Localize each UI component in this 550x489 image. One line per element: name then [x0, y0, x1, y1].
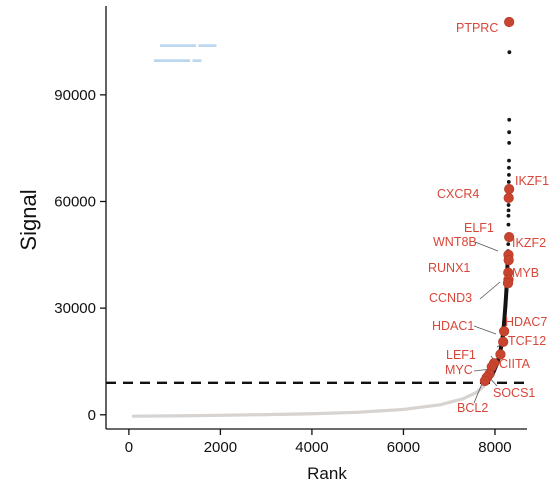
curve-segment-low [438, 397, 465, 407]
gene-label: SOCS1 [493, 386, 535, 400]
y-tick-label: 30000 [54, 300, 96, 317]
outlier-point [507, 50, 512, 55]
x-tick-label: 4000 [295, 439, 328, 456]
leader-line [479, 281, 501, 300]
y-tick-label: 60000 [54, 194, 96, 211]
gene-label: WNT8B [433, 235, 477, 249]
outlier-point [506, 203, 511, 207]
x-tick-label: 0 [125, 439, 133, 456]
gene-point [495, 349, 506, 360]
gene-label: CIITA [499, 357, 531, 371]
curve-segment-high [503, 288, 509, 307]
gene-label: RUNX1 [428, 261, 470, 275]
gene-label: IKZF2 [512, 236, 546, 250]
gene-label: HDAC1 [432, 319, 474, 333]
signal-curve [131, 249, 511, 418]
gene-point [503, 255, 514, 266]
y-tick-label: 0 [88, 407, 96, 424]
outlier-point [506, 180, 511, 184]
curve-segment-low [461, 390, 479, 401]
x-tick-label: 2000 [204, 439, 237, 456]
outlier-point [507, 130, 512, 135]
gene-label: TCF12 [508, 334, 546, 348]
gene-label: PTPRC [456, 21, 498, 35]
gene-label: CXCR4 [437, 187, 479, 201]
gene-label: MYB [512, 266, 539, 280]
outlier-point [507, 117, 512, 122]
gene-point [499, 326, 510, 337]
gene-point [504, 16, 515, 28]
y-axis-title: Signal [16, 189, 41, 250]
curve-segment-low [310, 410, 360, 416]
outlier-point [506, 242, 511, 247]
outlier-point [507, 140, 512, 145]
curve-segment-low [264, 412, 314, 417]
ghost-text: ▬▬▬▬ ▬ [154, 54, 202, 64]
gene-label: HDAC7 [505, 315, 547, 329]
x-tick-label: 6000 [387, 439, 420, 456]
gene-label: MYC [445, 363, 473, 377]
leader-line [473, 325, 497, 335]
outlier-point [507, 165, 511, 170]
x-axis-title: Rank [307, 464, 347, 483]
y-tick-label: 90000 [54, 87, 96, 104]
gene-label: CCND3 [429, 291, 472, 305]
gene-label: ELF1 [464, 221, 494, 235]
gene-label: IKZF1 [515, 174, 549, 188]
gene-point [479, 375, 491, 387]
outlier-point [506, 222, 511, 227]
curve-segment-low [356, 407, 406, 414]
x-tick-label: 8000 [478, 439, 511, 456]
curve-segment-high [502, 302, 508, 325]
outlier-point [507, 172, 511, 177]
gene-point [502, 278, 514, 289]
outlier-point [506, 208, 511, 213]
leader-line [474, 241, 499, 252]
gene-point [503, 192, 514, 204]
x-ticks: 0 2000 4000 6000 8000 [125, 429, 512, 456]
gene-point [504, 183, 515, 195]
y-ticks: 0 30000 60000 90000 [54, 87, 106, 424]
outlier-points [506, 50, 512, 247]
curve-segment-low [173, 413, 223, 418]
curve-segment-low [218, 413, 268, 417]
gene-label: LEF1 [446, 348, 476, 362]
outlier-point [507, 158, 511, 163]
gene-point [498, 336, 509, 348]
ghost-text: ▬▬▬▬ ▬▬ [160, 39, 217, 49]
outlier-point [506, 213, 511, 218]
gene-point [504, 231, 515, 243]
curve-segment-low [401, 403, 442, 412]
gene-label: BCL2 [457, 401, 488, 415]
highlighted-genes [479, 16, 515, 387]
